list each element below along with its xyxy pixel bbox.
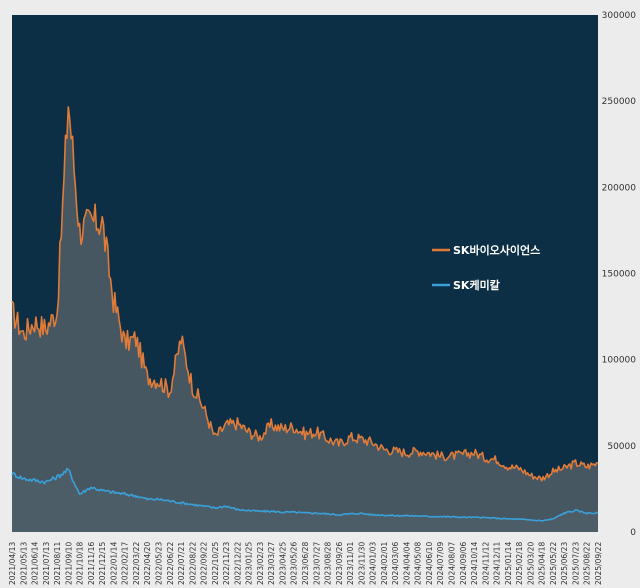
legend-label-series-1: SK바이오사이언스: [453, 243, 540, 257]
x-tick-label: 2022/03/22: [132, 542, 141, 585]
series-area-2: [12, 468, 598, 532]
y-tick-label: 250000: [602, 97, 637, 107]
x-tick-label: 2024/02/01: [380, 542, 389, 585]
x-tick-label: 2023/11/01: [346, 542, 355, 585]
x-tick-label: 2024/05/08: [414, 542, 423, 585]
x-tick-label: 2024/04/04: [402, 542, 411, 585]
x-tick-label: 2025/08/22: [583, 542, 592, 585]
x-tick-label: 2025/05/22: [549, 542, 558, 585]
series-areas: [12, 106, 598, 533]
series-line-1: [11, 106, 599, 482]
x-tick-label: 2021/05/13: [19, 542, 28, 585]
y-tick-label: 0: [630, 528, 636, 538]
x-tick-label: 2022/11/23: [222, 542, 231, 585]
x-tick-label: 2022/10/25: [211, 542, 220, 585]
legend-label-series-2: SK케미칼: [453, 278, 500, 292]
x-tick-label: 2022/07/21: [177, 542, 186, 585]
x-tick-label: 2021/11/16: [87, 542, 96, 585]
series-lines: [11, 106, 599, 522]
x-tick-label: 2025/04/18: [538, 542, 547, 585]
y-tick-label: 300000: [602, 11, 637, 21]
x-tick-label: 2024/08/07: [448, 542, 457, 585]
x-tick-label: 2025/09/22: [594, 542, 603, 585]
x-tick-label: 2024/09/06: [459, 542, 468, 585]
legend: SK바이오사이언스 SK케미칼: [432, 243, 540, 292]
x-tick-label: 2024/10/14: [470, 542, 479, 585]
x-tick-label: 2021/10/18: [76, 542, 85, 585]
x-tick-label: 2022/02/17: [121, 542, 130, 585]
x-tick-label: 2023/05/26: [290, 542, 299, 585]
y-axis: 0 50000 100000 150000 200000 250000 300000: [602, 11, 637, 538]
x-axis: 2021/04/13 2021/05/13 2021/06/14 2021/07/13…: [8, 542, 603, 585]
x-tick-label: 2023/04/25: [278, 542, 287, 585]
x-tick-label: 2023/06/28: [301, 542, 310, 585]
x-tick-label: 2023/09/26: [335, 542, 344, 585]
x-tick-label: 2021/08/11: [53, 542, 62, 585]
x-tick-label: 2025/07/23: [571, 542, 580, 585]
x-tick-label: 2025/01/14: [504, 542, 513, 585]
x-tick-label: 2025/06/23: [560, 542, 569, 585]
x-tick-label: 2021/12/15: [98, 542, 107, 585]
x-tick-label: 2024/12/11: [493, 542, 502, 585]
x-tick-label: 2024/01/03: [369, 542, 378, 585]
y-tick-label: 150000: [602, 270, 637, 280]
x-tick-label: 2021/04/13: [8, 542, 17, 585]
y-tick-label: 100000: [602, 356, 637, 366]
x-tick-label: 2025/03/20: [526, 542, 535, 585]
x-tick-label: 2021/09/10: [64, 542, 73, 585]
x-tick-label: 2025/02/18: [515, 542, 524, 585]
x-tick-label: 2024/07/09: [436, 542, 445, 585]
y-tick-label: 200000: [602, 183, 637, 193]
series-area-1: [12, 106, 598, 533]
x-tick-label: 2021/06/14: [31, 542, 40, 585]
x-tick-label: 2023/07/27: [312, 542, 321, 585]
y-tick-label: 50000: [607, 442, 636, 452]
x-tick-label: 2024/03/06: [391, 542, 400, 585]
x-tick-label: 2023/01/25: [245, 542, 254, 585]
x-tick-label: 2023/02/23: [256, 542, 265, 585]
series-line-2: [11, 467, 599, 522]
x-tick-label: 2023/08/28: [324, 542, 333, 585]
x-tick-label: 2022/09/22: [200, 542, 209, 585]
x-tick-label: 2023/03/27: [267, 542, 276, 585]
x-tick-label: 2023/11/30: [357, 542, 366, 585]
x-tick-label: 2024/11/12: [481, 542, 490, 585]
x-tick-label: 2022/08/22: [188, 542, 197, 585]
x-tick-label: 2021/07/13: [42, 542, 51, 585]
x-tick-label: 2022/12/22: [233, 542, 242, 585]
x-tick-label: 2022/06/22: [166, 542, 175, 585]
x-tick-label: 2024/06/10: [425, 542, 434, 585]
x-tick-label: 2022/05/23: [155, 542, 164, 585]
x-tick-label: 2022/04/20: [143, 542, 152, 585]
x-tick-label: 2022/01/14: [109, 542, 118, 585]
